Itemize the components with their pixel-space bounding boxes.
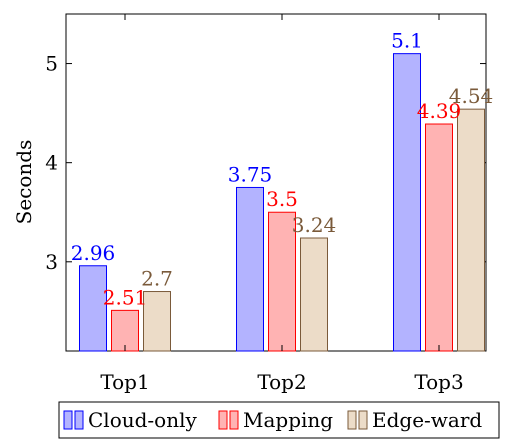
y-tick-label: 5 [45,52,58,76]
bar-edge-ward-top3 [457,108,485,352]
x-tick-label: Top1 [100,370,149,394]
y-tick-label: 4 [45,151,58,175]
legend-frame [58,401,500,439]
y-axis-label: Seconds [12,140,36,225]
x-tick-label: Top2 [257,370,306,394]
bar-mapping-top3 [425,123,453,352]
bar-mapping-top1 [111,309,139,352]
bar-cloud-only-top1 [79,265,107,352]
legend-swatch [358,410,368,430]
bar-edge-ward-top1 [143,291,171,352]
legend-swatch [218,410,228,430]
legend-entry: Edge-ward [372,408,482,432]
y-tick-label: 3 [45,250,58,274]
y-axis-ticks: 3 4 5 [45,52,486,274]
data-label: 5.1 [391,29,423,53]
data-labels: 2.96 3.75 5.1 2.51 3.5 4.39 2.7 3.24 4.54 [71,29,494,310]
category-labels: Top1 Top2 Top3 [100,345,464,394]
legend-swatch [229,410,239,430]
data-label: 4.39 [417,99,462,123]
data-label: 2.96 [71,241,116,265]
data-label: 3.75 [228,162,273,186]
data-label: 2.51 [103,285,148,309]
x-tick-label: Top3 [414,370,463,394]
bar-edge-ward-top2 [300,237,328,352]
legend-swatch [74,410,84,430]
data-label: 4.54 [449,84,494,108]
data-label: 3.5 [266,187,298,211]
legend: Cloud-only Mapping Edge-ward [58,401,500,439]
legend-swatch [347,410,357,430]
bar-cloud-only-top3 [393,53,421,352]
legend-entry: Mapping [243,408,333,432]
bars [79,53,485,352]
bar-mapping-top2 [268,211,296,352]
top-tick-marks [124,14,440,20]
data-label: 2.7 [141,267,173,291]
data-label: 3.24 [292,213,337,237]
legend-swatch [63,410,73,430]
bar-cloud-only-top2 [236,186,264,352]
legend-entry: Cloud-only [88,408,198,432]
